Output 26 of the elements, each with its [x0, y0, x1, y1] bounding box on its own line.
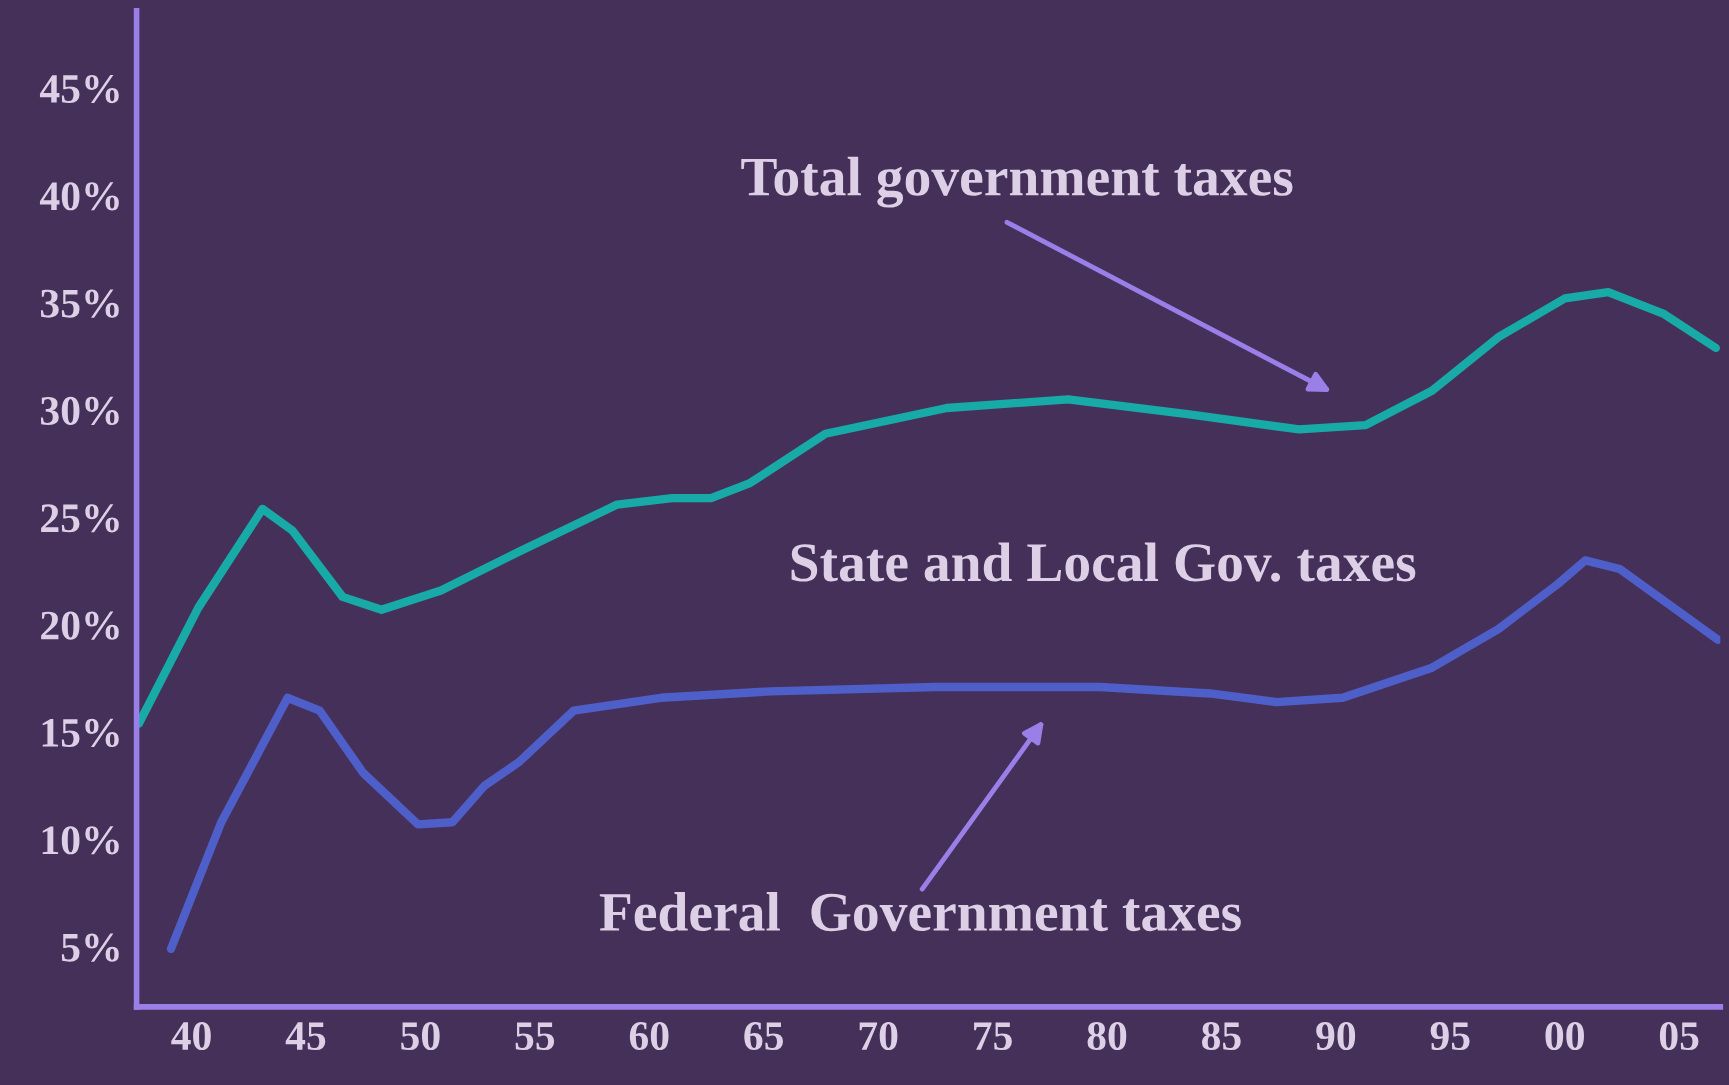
y-tick-label: 30%	[40, 396, 119, 426]
y-tick-label: 45%	[39, 74, 119, 104]
y-tick-label: 5%	[61, 933, 119, 962]
x-tick-label: 45	[285, 1022, 326, 1051]
x-tick-label: 85	[1201, 1021, 1241, 1051]
x-tick-label: 05	[1659, 1021, 1699, 1051]
x-tick-label: 80	[1087, 1021, 1127, 1051]
y-tick-label: 20%	[41, 611, 119, 640]
x-tick-label: 90	[1316, 1021, 1356, 1051]
x-tick-label: 75	[974, 1022, 1012, 1051]
y-tick-label: 25%	[41, 504, 119, 533]
x-tick-label: 95	[1430, 1022, 1470, 1051]
y-tick-label: 10%	[42, 826, 119, 855]
x-tick-label: 50	[401, 1021, 440, 1051]
y-tick-label: 35%	[40, 289, 119, 318]
y-tick-label: 15%	[42, 718, 119, 748]
x-tick-label: 40	[171, 1021, 211, 1051]
x-tick-label: 60	[629, 1021, 669, 1051]
x-tick-label: 70	[859, 1021, 898, 1051]
x-tick-label: 65	[744, 1022, 783, 1051]
annotation: Total government taxes	[741, 156, 1293, 208]
y-tick-label: 40%	[39, 182, 119, 211]
annotation: Federal Government taxes	[599, 892, 1241, 932]
x-tick-label: 00	[1545, 1021, 1584, 1051]
x-tick-label: 55	[515, 1022, 555, 1051]
annotation: State and Local Gov. taxes	[791, 542, 1416, 582]
